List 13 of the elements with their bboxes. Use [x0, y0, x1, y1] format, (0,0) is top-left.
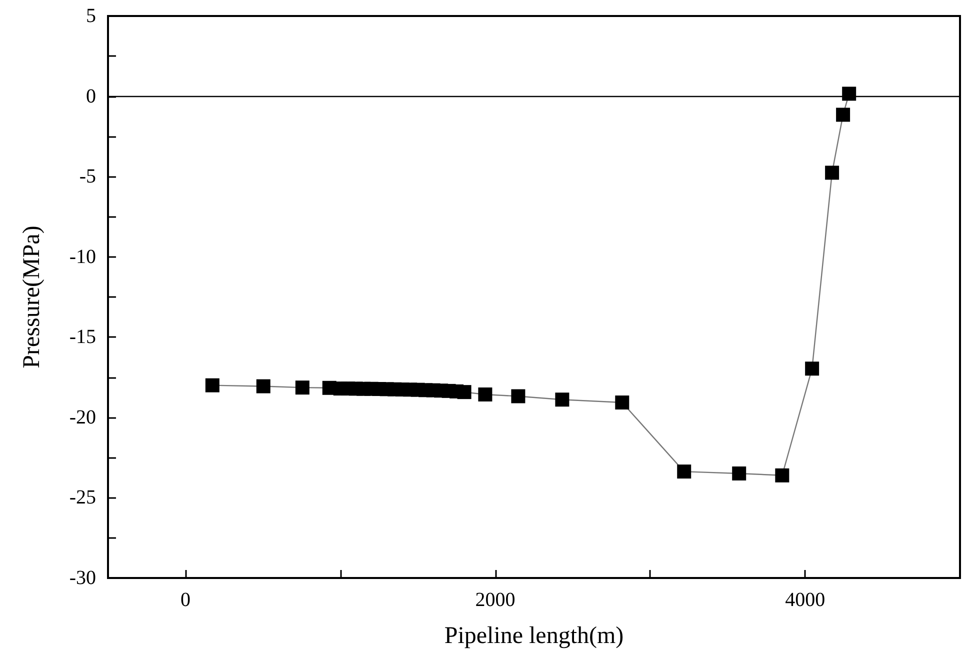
x-tick-label: 0: [180, 589, 190, 611]
y-axis-title: Pressure(MPa): [19, 226, 45, 368]
x-axis-title: Pipeline length(m): [444, 623, 624, 649]
x-tick-label: 2000: [475, 589, 516, 611]
y-tick-label: -15: [69, 326, 96, 348]
y-tick-label: -30: [69, 567, 96, 589]
y-tick-label: -25: [69, 486, 96, 509]
y-tick-label: 0: [86, 85, 96, 108]
y-tick-label: 5: [86, 5, 96, 27]
y-tick-label: -5: [79, 166, 96, 188]
x-tick-label: 4000: [785, 589, 826, 611]
y-tick-label: -10: [69, 246, 96, 268]
y-tick-label: -20: [69, 406, 96, 428]
